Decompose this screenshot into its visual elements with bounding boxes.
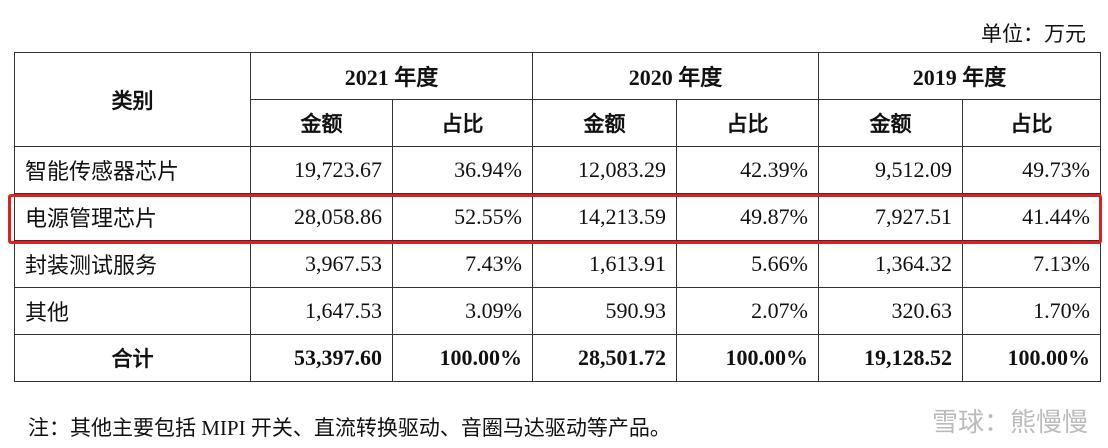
value-cell: 1,613.91	[532, 240, 677, 288]
subheader-row: 金额 占比 金额 占比 金额 占比	[15, 99, 1101, 147]
revenue-table: 类别 2021 年度 2020 年度 2019 年度 金额 占比 金额 占比 金额 占比 智能传感器…	[14, 52, 1101, 382]
subheader: 占比	[676, 99, 819, 147]
value-cell: 49.87%	[676, 193, 819, 241]
year-header: 2021 年度	[250, 52, 533, 100]
value-cell: 1.70%	[962, 287, 1101, 335]
value-cell: 1,647.53	[250, 287, 393, 335]
value-cell: 28,501.72	[532, 334, 677, 382]
unit-label: 单位：万元	[981, 22, 1086, 46]
category-cell: 封装测试服务	[14, 240, 251, 288]
value-cell: 1,364.32	[818, 240, 963, 288]
year-header: 2019 年度	[818, 52, 1101, 100]
subheader: 金额	[532, 99, 677, 147]
value-cell: 2.07%	[676, 287, 819, 335]
value-cell: 7.13%	[962, 240, 1101, 288]
category-header: 类别	[14, 52, 251, 147]
footnote: 注：其他主要包括 MIPI 开关、直流转换驱动、音圈马达驱动等产品。	[28, 416, 671, 440]
total-row: 合计 53,397.60 100.00% 28,501.72 100.00% 19,128…	[14, 334, 1101, 382]
data-row: 电源管理芯片 28,058.86 52.55% 14,213.59 49.87% 7,92…	[14, 193, 1101, 241]
value-cell: 53,397.60	[250, 334, 393, 382]
value-cell: 9,512.09	[818, 146, 963, 194]
value-cell: 49.73%	[962, 146, 1101, 194]
value-cell: 36.94%	[392, 146, 533, 194]
value-cell: 12,083.29	[532, 146, 677, 194]
year-header: 2020 年度	[532, 52, 819, 100]
value-cell: 3,967.53	[250, 240, 393, 288]
subheader: 金额	[818, 99, 963, 147]
category-cell: 合计	[14, 334, 251, 382]
highlight-box	[8, 194, 1102, 244]
value-cell: 42.39%	[676, 146, 819, 194]
value-cell: 14,213.59	[532, 193, 677, 241]
value-cell: 590.93	[532, 287, 677, 335]
category-cell: 其他	[14, 287, 251, 335]
category-cell: 电源管理芯片	[14, 193, 251, 241]
value-cell: 3.09%	[392, 287, 533, 335]
subheader: 金额	[250, 99, 393, 147]
data-row: 封装测试服务 3,967.53 7.43% 1,613.91 5.66% 1,364.32…	[14, 240, 1101, 288]
value-cell: 100.00%	[676, 334, 819, 382]
data-row: 智能传感器芯片 19,723.67 36.94% 12,083.29 42.39% 9,5…	[14, 146, 1101, 194]
value-cell: 7.43%	[392, 240, 533, 288]
value-cell: 19,723.67	[250, 146, 393, 194]
subheader: 占比	[392, 99, 533, 147]
category-cell: 智能传感器芯片	[14, 146, 251, 194]
watermark: 雪球：熊慢慢	[931, 408, 1088, 438]
value-cell: 52.55%	[392, 193, 533, 241]
value-cell: 100.00%	[392, 334, 533, 382]
value-cell: 5.66%	[676, 240, 819, 288]
data-row: 其他 1,647.53 3.09% 590.93 2.07% 320.63 1.70%	[14, 287, 1101, 335]
value-cell: 19,128.52	[818, 334, 963, 382]
value-cell: 320.63	[818, 287, 963, 335]
value-cell: 100.00%	[962, 334, 1101, 382]
subheader: 占比	[962, 99, 1101, 147]
header-row: 类别 2021 年度 2020 年度 2019 年度	[14, 52, 1101, 147]
